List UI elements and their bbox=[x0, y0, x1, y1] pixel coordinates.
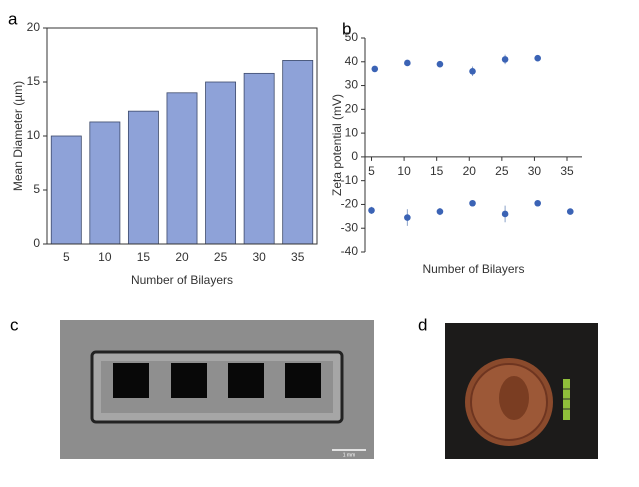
y-tick-label: 20 bbox=[345, 102, 359, 116]
point bbox=[404, 214, 411, 221]
y-tick-label: 40 bbox=[345, 54, 359, 68]
point bbox=[469, 68, 476, 75]
page: {"chart_data": [ {"type": "bar", "panel_… bbox=[0, 0, 639, 487]
y-tick-label: 10 bbox=[27, 128, 41, 142]
y-tick-label: 0 bbox=[33, 236, 40, 250]
y-tick-label: 50 bbox=[345, 30, 359, 44]
bar bbox=[283, 60, 313, 244]
point bbox=[502, 56, 509, 63]
point bbox=[404, 60, 411, 67]
point bbox=[437, 208, 444, 215]
penny-photo bbox=[445, 323, 598, 459]
y-tick-label: 10 bbox=[345, 125, 359, 139]
bar bbox=[90, 122, 120, 244]
x-tick-label: 25 bbox=[495, 164, 509, 178]
y-axis-label: Mean Diameter (µm) bbox=[11, 81, 25, 191]
y-tick-label: 30 bbox=[345, 78, 359, 92]
x-axis-label: Number of Bilayers bbox=[422, 262, 524, 276]
x-tick-label: 5 bbox=[63, 250, 70, 264]
x-tick-label: 25 bbox=[214, 250, 228, 264]
y-tick-label: 20 bbox=[27, 20, 41, 34]
y-tick-label: 15 bbox=[27, 74, 41, 88]
x-tick-label: 15 bbox=[430, 164, 444, 178]
x-tick-label: 20 bbox=[463, 164, 477, 178]
x-tick-label: 5 bbox=[368, 164, 375, 178]
x-tick-label: 10 bbox=[397, 164, 411, 178]
point bbox=[368, 207, 375, 214]
bar bbox=[128, 111, 158, 244]
bar bbox=[244, 73, 274, 244]
y-tick-label: -30 bbox=[341, 220, 359, 234]
panel-label: a bbox=[8, 9, 18, 28]
panel-label: c bbox=[10, 315, 19, 334]
x-tick-label: 15 bbox=[137, 250, 151, 264]
y-tick-label: -20 bbox=[341, 197, 359, 211]
x-tick-label: 30 bbox=[528, 164, 542, 178]
point bbox=[469, 200, 476, 207]
point bbox=[534, 200, 541, 207]
point bbox=[371, 66, 378, 73]
bar bbox=[167, 93, 197, 244]
x-tick-label: 20 bbox=[175, 250, 189, 264]
x-axis-label: Number of Bilayers bbox=[131, 273, 233, 287]
figure: c 1 mm d a05101520Mean Diameter (µm)5101… bbox=[0, 0, 639, 487]
y-axis-label: Zeta potential (mV) bbox=[330, 94, 344, 196]
panel-label: d bbox=[418, 315, 427, 334]
bar bbox=[206, 82, 236, 244]
x-tick-label: 35 bbox=[560, 164, 574, 178]
y-tick-label: 0 bbox=[351, 149, 358, 163]
point bbox=[437, 61, 444, 68]
point bbox=[502, 211, 509, 218]
point bbox=[534, 55, 541, 62]
scale-bar-label: 1 mm bbox=[343, 452, 356, 458]
x-tick-label: 35 bbox=[291, 250, 305, 264]
y-tick-label: 5 bbox=[33, 182, 40, 196]
x-tick-label: 30 bbox=[252, 250, 266, 264]
sem-image: 1 mm bbox=[60, 320, 374, 459]
point bbox=[567, 208, 574, 215]
bar bbox=[51, 136, 81, 244]
y-tick-label: -40 bbox=[341, 244, 359, 258]
x-tick-label: 10 bbox=[98, 250, 112, 264]
